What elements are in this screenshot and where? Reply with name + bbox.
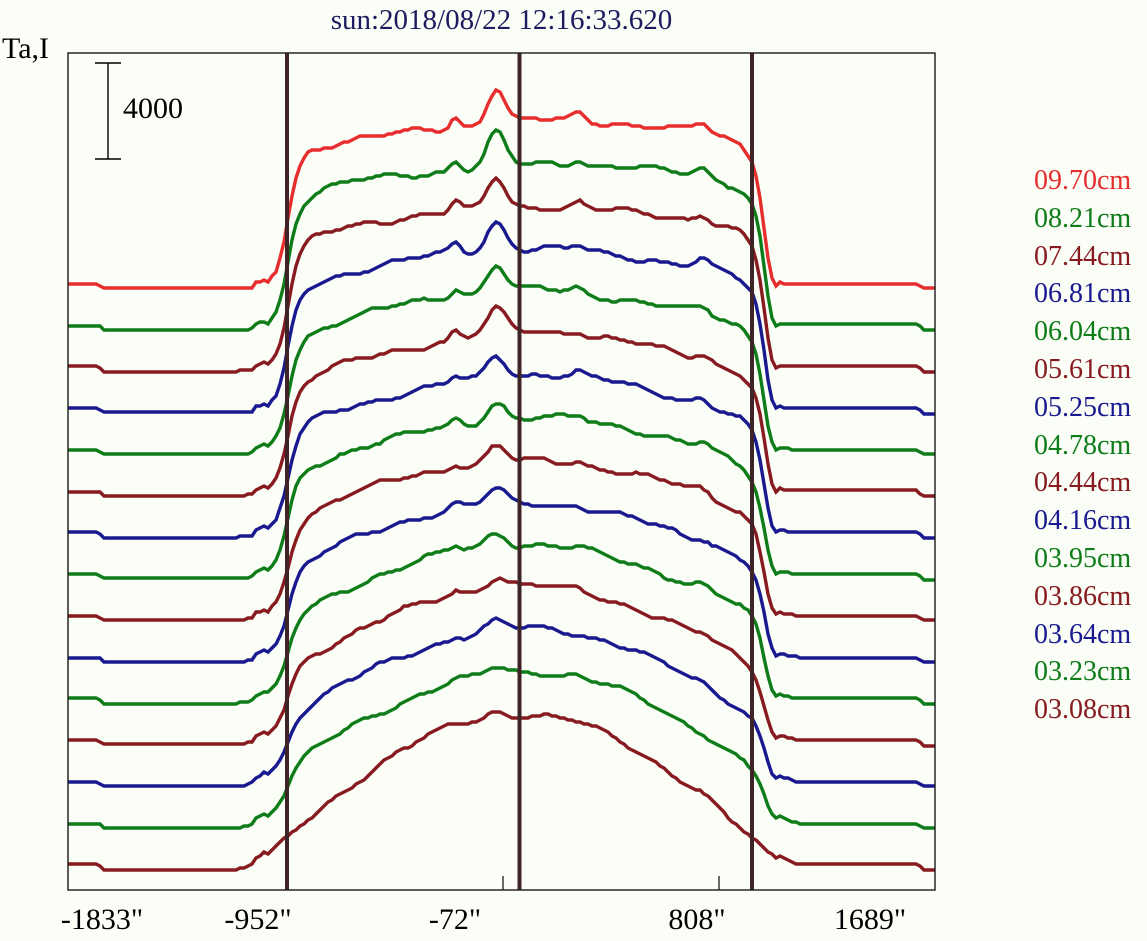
x-tick-label: -1833"	[60, 903, 144, 936]
scan-curve-09.70cm	[68, 87, 935, 290]
legend-item-09.70cm: 09.70cm	[1034, 165, 1132, 196]
x-tick-label: 808"	[668, 903, 726, 936]
legend-item-04.78cm: 04.78cm	[1034, 429, 1132, 461]
scan-curves	[68, 87, 935, 872]
x-tick-label: 1689"	[833, 903, 907, 936]
plot-frame	[67, 52, 936, 891]
scan-curve-05.61cm	[68, 303, 935, 498]
scan-curve-03.08cm	[68, 710, 935, 872]
scale-bar-label: 4000	[123, 92, 183, 125]
scan-curve-05.25cm	[68, 353, 935, 540]
x-tick-label: -952"	[224, 903, 292, 936]
wavelength-legend: 09.70cm 08.21cm 07.44cm 06.81cm 06.04cm 05.61…	[1034, 162, 1131, 729]
legend-item-03.08cm: 03.08cm	[1034, 694, 1132, 726]
scan-curve-08.21cm	[68, 127, 935, 332]
scan-curve-07.44cm	[68, 175, 935, 374]
plot-title: sun:2018/08/22 12:16:33.620	[330, 4, 673, 36]
y-axis-label: Ta,I	[2, 32, 50, 65]
legend-item-03.95cm: 03.95cm	[1034, 542, 1132, 574]
scan-curve-04.44cm	[68, 444, 935, 622]
scan-curve-03.86cm	[68, 576, 935, 748]
legend-item-08.21cm: 08.21cm	[1034, 202, 1132, 234]
scan-curve-06.81cm	[68, 219, 935, 416]
legend-item-06.81cm: 06.81cm	[1034, 278, 1132, 310]
legend-item-07.44cm: 07.44cm	[1034, 240, 1132, 272]
scale-bar	[95, 62, 121, 160]
legend-item-03.86cm: 03.86cm	[1034, 580, 1132, 612]
legend-item-03.23cm: 03.23cm	[1034, 656, 1132, 688]
scan-curve-06.04cm	[68, 263, 935, 456]
scan-curve-03.64cm	[68, 616, 935, 788]
legend-item-03.64cm: 03.64cm	[1034, 618, 1132, 650]
scan-curve-03.23cm	[68, 666, 935, 830]
legend-item-04.44cm: 04.44cm	[1034, 467, 1132, 499]
scan-curve-04.16cm	[68, 486, 935, 664]
scan-curve-03.95cm	[68, 532, 935, 706]
legend-item-06.04cm: 06.04cm	[1034, 316, 1132, 348]
x-tick-label: -72"	[428, 903, 482, 936]
scan-curve-04.78cm	[68, 402, 935, 582]
legend-item-05.61cm: 05.61cm	[1034, 353, 1132, 385]
legend-item-05.25cm: 05.25cm	[1034, 391, 1132, 423]
legend-item-04.16cm: 04.16cm	[1034, 505, 1132, 537]
